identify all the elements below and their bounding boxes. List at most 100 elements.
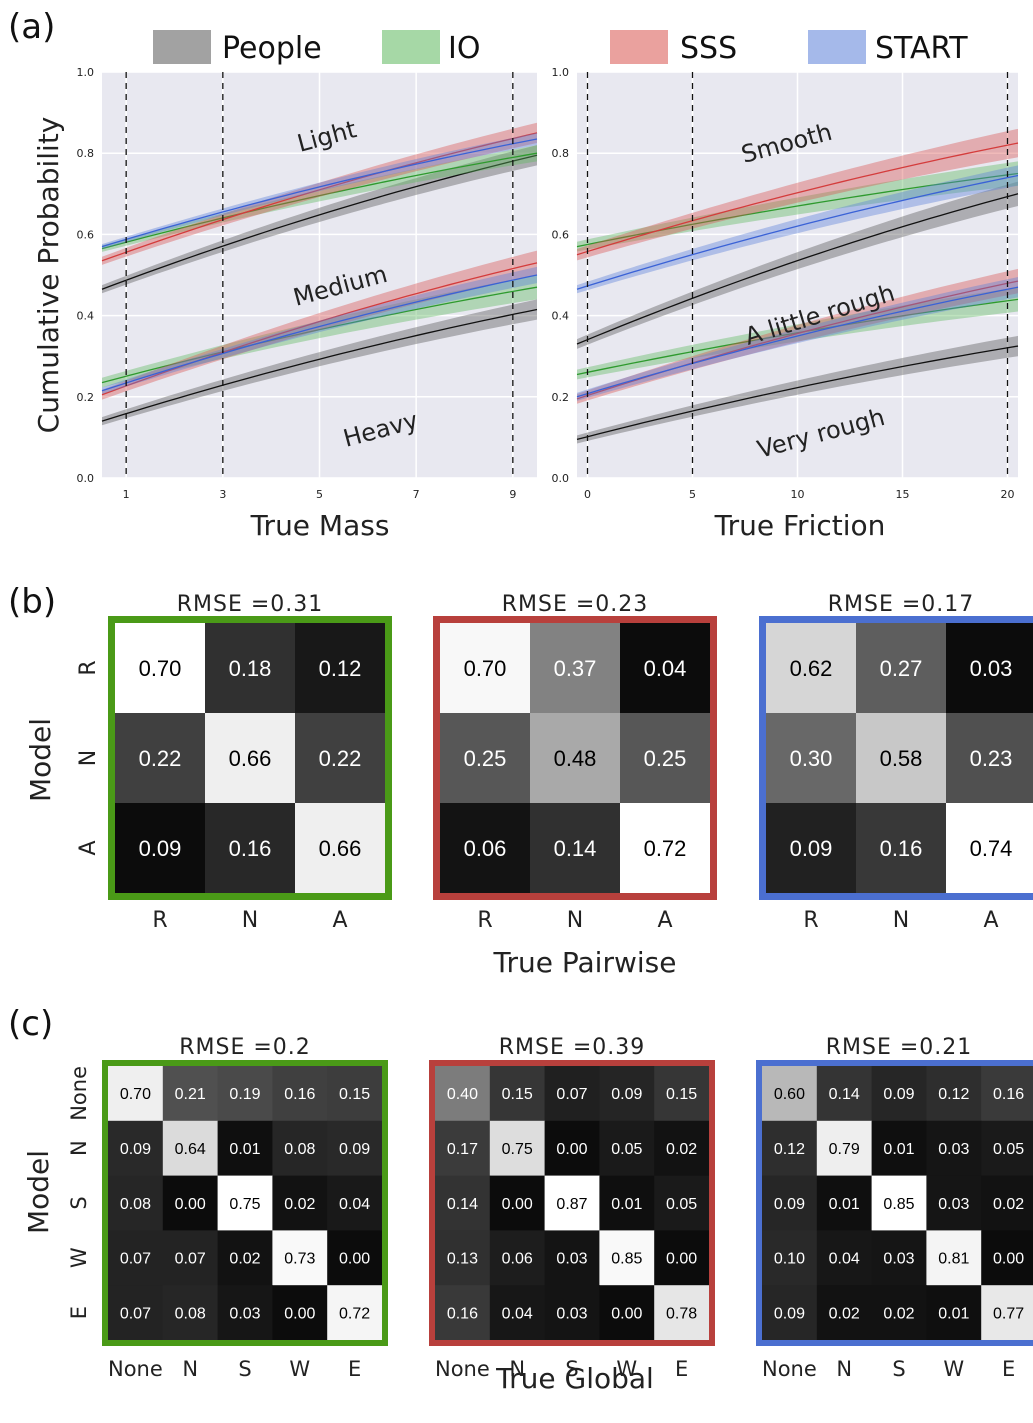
cell-value: 0.00 — [339, 1251, 370, 1268]
matrix-x-tick: A — [657, 908, 672, 933]
heat-cell — [762, 1066, 818, 1122]
heat-cell — [108, 1120, 164, 1177]
band-io-lower — [102, 275, 537, 388]
cell-value: 0.09 — [883, 1086, 914, 1103]
cell-value: 0.07 — [120, 1251, 151, 1268]
heat-cell — [816, 1066, 873, 1122]
band-start-upper — [577, 165, 1018, 294]
heat-cell — [946, 713, 1033, 804]
line-people-lower — [101, 308, 538, 422]
legend-label-io: IO — [448, 31, 480, 66]
x-tick-label: 7 — [413, 488, 420, 501]
cell-value: 0.66 — [319, 836, 362, 861]
matrix-border — [102, 1060, 388, 1346]
cell-value: 0.07 — [556, 1086, 587, 1103]
cell-value: 0.18 — [229, 656, 272, 681]
cell-value: 0.09 — [774, 1305, 805, 1322]
matrix-title: RMSE =0.21 — [826, 1035, 973, 1060]
matrix-x-tick: N — [836, 1357, 852, 1381]
line-start-upper — [576, 174, 1019, 290]
heat-cell — [926, 1230, 982, 1286]
band-sss-upper — [577, 128, 1018, 261]
y-axis-title-model-c: Model — [22, 1150, 55, 1234]
cell-value: 0.00 — [611, 1305, 642, 1322]
heat-cell — [926, 1175, 982, 1231]
heat-cell — [926, 1066, 982, 1122]
cell-value: 0.07 — [120, 1305, 151, 1322]
cell-value: 0.00 — [993, 1251, 1024, 1268]
cell-value: 0.03 — [883, 1251, 914, 1268]
cell-value: 0.12 — [938, 1086, 969, 1103]
heat-cell — [530, 623, 621, 714]
cell-value: 0.27 — [880, 656, 923, 681]
cell-value: 0.14 — [554, 836, 597, 861]
cell-value: 0.00 — [175, 1196, 206, 1213]
heat-cell — [544, 1285, 600, 1341]
heat-cell — [435, 1230, 491, 1286]
heat-cell — [981, 1230, 1033, 1286]
band-sss-lower — [102, 250, 537, 400]
heat-cell — [926, 1120, 982, 1177]
matrix-x-tick: E — [1002, 1357, 1015, 1381]
heat-cell — [205, 803, 296, 894]
heat-cell — [217, 1175, 273, 1231]
cell-value: 0.05 — [666, 1196, 697, 1213]
y-tick-label: 0.8 — [552, 147, 570, 160]
heat-cell — [544, 1230, 600, 1286]
heat-cell — [435, 1066, 491, 1122]
y-tick-label: 0.2 — [552, 391, 570, 404]
heat-cell — [295, 803, 386, 894]
heat-cell — [856, 803, 947, 894]
band-people-upper — [102, 145, 537, 294]
heat-cell — [115, 713, 206, 804]
cell-value: 0.16 — [880, 836, 923, 861]
line-start-lower — [101, 274, 538, 392]
heat-cell — [530, 803, 621, 894]
cell-value: 0.72 — [644, 836, 687, 861]
heat-cell — [440, 713, 531, 804]
heat-cell — [115, 803, 206, 894]
cell-value: 0.09 — [120, 1141, 151, 1158]
cell-value: 0.10 — [774, 1251, 805, 1268]
cell-value: 0.16 — [229, 836, 272, 861]
legend-label-start: START — [875, 31, 968, 66]
cell-value: 0.72 — [339, 1305, 370, 1322]
matrix-x-tick: N — [567, 908, 583, 933]
heatmaps-pairwise: RMSE =0.31 0.70 0.18 0.12 0.22 0.66 0.22 0.09 0.… — [76, 592, 1033, 933]
legend-swatch-io — [382, 30, 440, 64]
cell-value: 0.15 — [339, 1086, 370, 1103]
line-io-upper — [101, 152, 538, 250]
cell-value: 0.09 — [339, 1141, 370, 1158]
heat-cell — [272, 1230, 328, 1286]
cell-value: 0.03 — [938, 1141, 969, 1158]
heat-cell — [871, 1066, 927, 1122]
y-axis-title-cumulative: Cumulative Probability — [32, 117, 65, 434]
heatmaps-global: RMSE =0.2 0.70 0.21 0.19 0.16 0.15 0.09 0.64 0.0… — [67, 1035, 1033, 1381]
cell-value: 0.06 — [502, 1251, 533, 1268]
matrix-y-tick: N — [67, 1140, 91, 1156]
heat-cell — [946, 803, 1033, 894]
x-axis-title-mass: True Mass — [250, 509, 390, 542]
cell-value: 0.04 — [339, 1196, 370, 1213]
cell-value: 0.01 — [883, 1141, 914, 1158]
cell-value: 0.78 — [666, 1305, 697, 1322]
legend-label-people: People — [222, 31, 322, 66]
matrix-x-tick: None — [108, 1357, 163, 1381]
x-tick-label: 5 — [316, 488, 323, 501]
heat-cell — [762, 1120, 818, 1177]
line-io-lower — [101, 286, 538, 384]
matrix-title: RMSE =0.23 — [502, 592, 649, 617]
cell-value: 0.73 — [284, 1251, 315, 1268]
heat-cell — [816, 1230, 873, 1286]
cell-value: 0.04 — [502, 1305, 533, 1322]
x-tick-label: 15 — [896, 488, 910, 501]
y-tick-label: 0.4 — [552, 310, 570, 323]
matrix-title: RMSE =0.2 — [179, 1035, 311, 1060]
heat-cell — [108, 1230, 164, 1286]
cell-value: 0.05 — [993, 1141, 1024, 1158]
cell-value: 0.64 — [175, 1141, 206, 1158]
heat-cell — [327, 1230, 383, 1286]
x-tick-label: 10 — [791, 488, 805, 501]
cell-value: 0.81 — [938, 1251, 969, 1268]
cell-value: 0.22 — [319, 746, 362, 771]
